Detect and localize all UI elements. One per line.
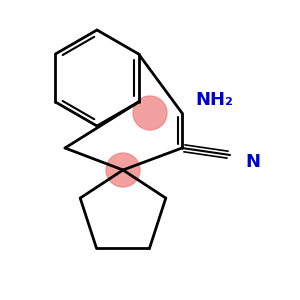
Circle shape <box>106 153 140 187</box>
Text: N: N <box>245 153 260 171</box>
Circle shape <box>133 96 167 130</box>
Text: NH₂: NH₂ <box>195 91 233 109</box>
